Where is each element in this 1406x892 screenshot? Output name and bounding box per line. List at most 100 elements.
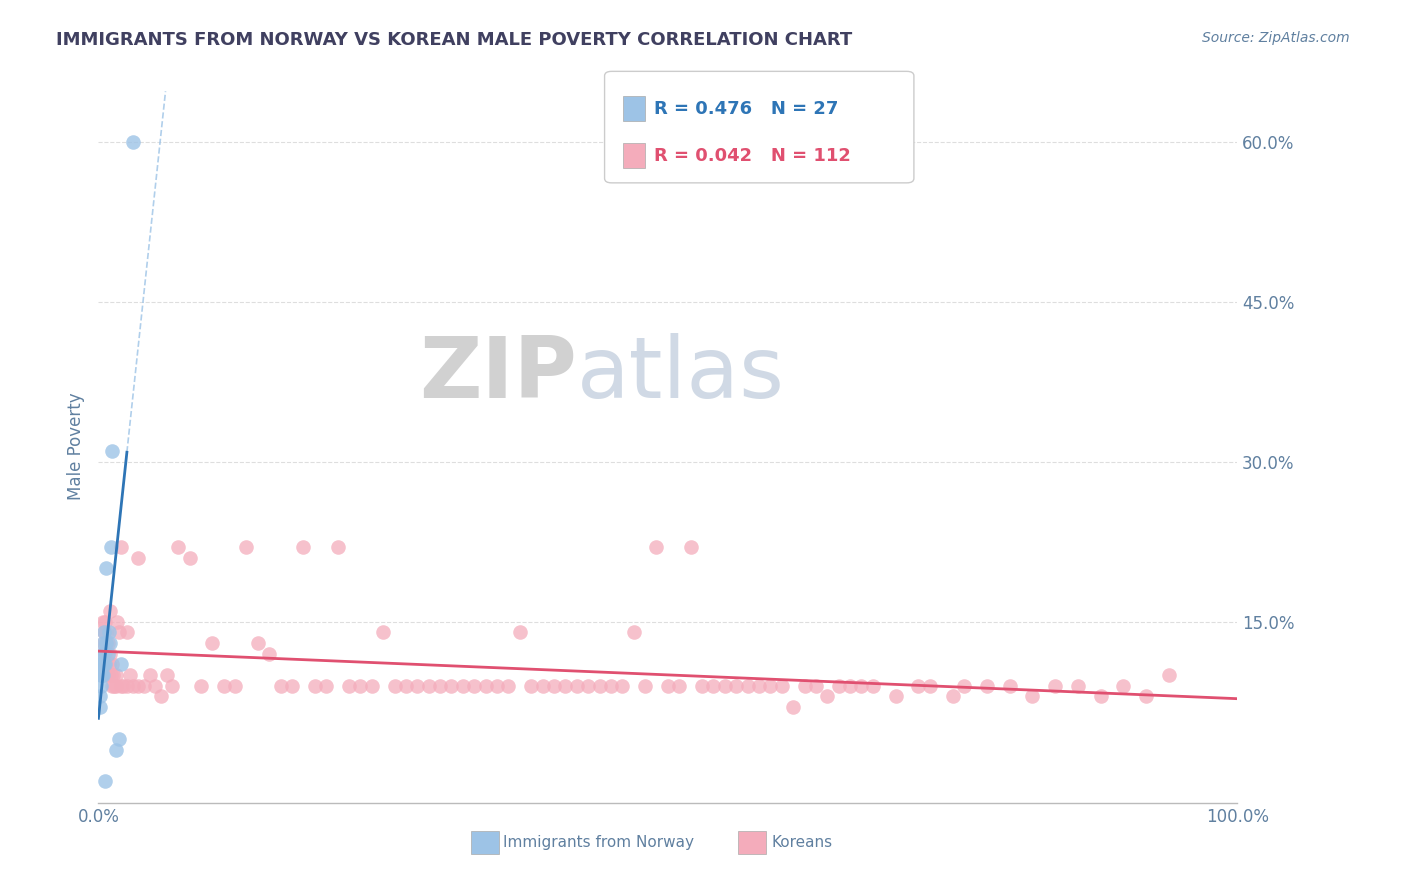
Point (337, 679, 360, 693)
Point (96, 636, 118, 650)
Point (96, 657, 118, 672)
Point (90, 657, 112, 672)
Point (94, 657, 117, 672)
Point (714, 679, 737, 693)
Point (907, 679, 929, 693)
Text: atlas: atlas (576, 333, 785, 417)
Point (884, 690, 907, 704)
Point (101, 679, 124, 693)
Point (108, 731, 131, 746)
Point (90, 668, 112, 682)
Point (105, 615, 128, 629)
Point (96, 561, 118, 575)
Point (349, 679, 371, 693)
Point (451, 679, 474, 693)
Point (360, 679, 382, 693)
Point (588, 679, 610, 693)
Point (292, 540, 315, 554)
Point (212, 679, 235, 693)
Text: Source: ZipAtlas.com: Source: ZipAtlas.com (1202, 31, 1350, 45)
Point (150, 690, 173, 704)
Point (112, 679, 135, 693)
Point (634, 679, 657, 693)
Text: Immigrants from Norway: Immigrants from Norway (503, 836, 695, 850)
Point (668, 679, 690, 693)
Point (90, 647, 112, 661)
Point (104, 668, 127, 682)
Point (304, 679, 326, 693)
Point (1157, 668, 1180, 682)
Point (815, 690, 838, 704)
Point (108, 625, 131, 640)
Text: R = 0.042   N = 112: R = 0.042 N = 112 (654, 147, 851, 165)
Point (94, 647, 117, 661)
Point (103, 679, 125, 693)
Point (93, 657, 115, 672)
Point (93, 625, 115, 640)
Point (120, 668, 142, 682)
Point (246, 636, 269, 650)
Point (406, 679, 429, 693)
Point (190, 679, 212, 693)
Point (531, 679, 554, 693)
Point (96, 668, 118, 682)
Point (520, 679, 543, 693)
Point (748, 679, 770, 693)
Text: Koreans: Koreans (772, 836, 832, 850)
Point (623, 625, 645, 640)
Point (759, 679, 782, 693)
Point (138, 668, 160, 682)
Point (96, 625, 118, 640)
Point (1067, 679, 1090, 693)
Point (918, 679, 941, 693)
Point (115, 679, 138, 693)
Point (474, 679, 496, 693)
Point (91, 668, 114, 682)
Point (953, 679, 976, 693)
Point (498, 679, 520, 693)
Point (93, 625, 115, 640)
Point (645, 540, 668, 554)
Point (737, 679, 759, 693)
Point (93, 647, 115, 661)
Point (576, 679, 599, 693)
Point (600, 679, 623, 693)
Point (104, 742, 127, 756)
Point (91, 615, 114, 629)
Point (96, 636, 118, 650)
Point (89, 690, 111, 704)
Point (91, 636, 114, 650)
Point (418, 679, 440, 693)
Point (201, 636, 224, 650)
Point (1021, 690, 1043, 704)
Point (93, 636, 115, 650)
Point (259, 647, 281, 661)
Point (90, 657, 112, 672)
Point (132, 679, 155, 693)
Text: R = 0.476   N = 27: R = 0.476 N = 27 (654, 100, 838, 118)
Point (97, 657, 120, 672)
Point (96, 647, 118, 661)
Point (98, 604, 121, 618)
Point (998, 679, 1021, 693)
Point (326, 540, 349, 554)
Point (851, 679, 873, 693)
Point (100, 540, 122, 554)
Point (100, 668, 122, 682)
Text: IMMIGRANTS FROM NORWAY VS KOREAN MALE POVERTY CORRELATION CHART: IMMIGRANTS FROM NORWAY VS KOREAN MALE PO… (56, 31, 852, 49)
Point (127, 679, 149, 693)
Point (463, 679, 485, 693)
Point (612, 679, 634, 693)
Point (162, 679, 184, 693)
Point (976, 679, 998, 693)
Point (121, 136, 143, 150)
Point (770, 679, 793, 693)
Point (828, 679, 851, 693)
Point (839, 679, 862, 693)
Point (554, 679, 576, 693)
Point (565, 679, 588, 693)
Point (942, 690, 965, 704)
Point (804, 679, 827, 693)
Point (235, 540, 257, 554)
Point (167, 540, 190, 554)
